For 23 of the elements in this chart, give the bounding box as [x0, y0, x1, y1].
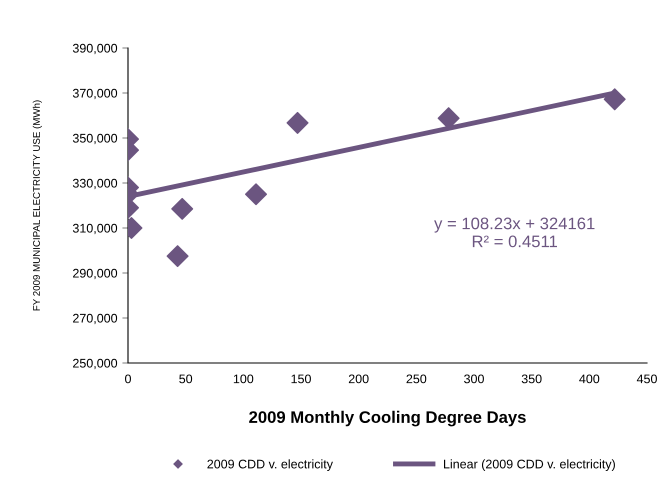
x-tick-label: 300 [464, 374, 484, 384]
x-tick-label: 150 [292, 374, 311, 384]
y-axis-title: FY 2009 MUNICIPAL ELECTRICITY USE (MWh) [32, 100, 42, 310]
y-tick-label: 330,000 [72, 178, 118, 190]
x-tick-label: 400 [579, 374, 600, 384]
y-tick-label: 310,000 [72, 224, 118, 234]
y-tick-label: 390,000 [72, 44, 118, 54]
x-tick-label: 0 [125, 374, 131, 384]
y-tick-label: 250,000 [73, 358, 118, 370]
legend-label: Linear (2009 CDD v. electricity) [444, 459, 615, 471]
x-tick-label: 450 [636, 374, 657, 384]
y-tick-label: 350,000 [72, 134, 118, 144]
y-tick-label: 270,000 [73, 314, 118, 324]
y-tick-label: 290,000 [73, 268, 118, 280]
x-tick-label: 200 [348, 374, 369, 384]
legend-label: 2009 CDD v. electricity [207, 459, 333, 471]
x-tick-label: 250 [406, 374, 426, 384]
x-tick-label: 350 [522, 374, 542, 384]
x-tick-label: 50 [179, 374, 192, 384]
y-tick-label: 370,000 [72, 88, 118, 100]
x-axis-title: 2009 Monthly Cooling Degree Days [249, 410, 526, 426]
annotation: y = 108.23x + 324161 R² = 0.4511 [434, 218, 594, 248]
x-tick-label: 100 [234, 374, 254, 384]
